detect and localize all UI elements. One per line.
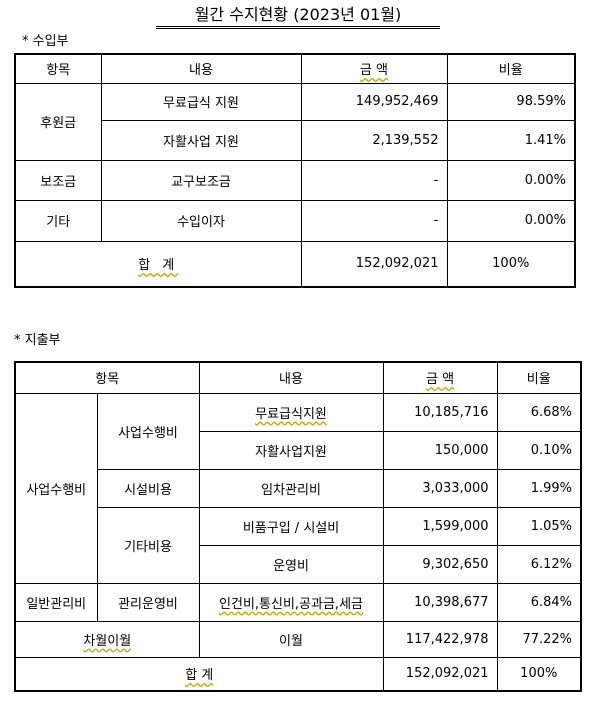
income-header-amount: 금 액 bbox=[300, 53, 448, 84]
expense-content-cell: 인건비,통신비,공과금,세금 bbox=[198, 582, 384, 622]
expense-amount-cell: 10,185,716 bbox=[382, 392, 498, 432]
expense-subgroup-business: 사업수행비 bbox=[96, 392, 200, 470]
income-header-row: 항목 내용 금 액 비율 bbox=[14, 53, 576, 84]
page-title: 월간 수지현황 (2023년 01월) bbox=[156, 4, 440, 29]
income-content-cell: 교구보조금 bbox=[100, 159, 302, 201]
income-total-row: 합 계 152,092,021 100% bbox=[14, 240, 576, 288]
table-row: 운영비 9,302,650 6.12% bbox=[15, 544, 582, 584]
expense-ratio-cell: 1.99% bbox=[496, 468, 582, 508]
table-row: 자활사업지원 150,000 0.10% bbox=[15, 430, 582, 470]
income-total-amount: 152,092,021 bbox=[300, 240, 448, 288]
income-item-cell: 기타 bbox=[14, 199, 102, 242]
expense-content-cell: 비품구입 / 시설비 bbox=[198, 506, 384, 546]
expense-subgroup-management: 관리운영비 bbox=[96, 582, 200, 622]
income-ratio-cell: 0.00% bbox=[446, 199, 576, 242]
expense-total-amount: 152,092,021 bbox=[382, 656, 498, 692]
expense-group-carryover: 차월이월 bbox=[14, 620, 200, 658]
expense-header-item: 항목 bbox=[14, 361, 200, 394]
income-content-cell: 수입이자 bbox=[100, 199, 302, 242]
expense-content-text: 인건비,통신비,공과금,세금 bbox=[219, 596, 363, 612]
table-row: 기타 수입이자 - 0.00% bbox=[14, 199, 576, 242]
income-amount-cell: - bbox=[300, 159, 448, 201]
income-header-item: 항목 bbox=[14, 53, 102, 84]
income-section-label: * 수입부 bbox=[22, 34, 69, 49]
expense-header-amount-text: 금 액 bbox=[425, 372, 455, 388]
expense-ratio-cell: 6.12% bbox=[496, 544, 582, 584]
income-ratio-cell: 98.59% bbox=[446, 82, 576, 121]
table-row: 사업수행비 사업수행비 무료급식지원 10,185,716 6.68% bbox=[14, 392, 582, 584]
expense-total-row: 합 계 152,092,021 100% bbox=[14, 656, 582, 692]
income-amount-cell: 149,952,469 bbox=[300, 82, 448, 121]
expense-section-label: * 지출부 bbox=[14, 333, 61, 348]
expense-ratio-cell: 0.10% bbox=[496, 430, 582, 470]
expense-header-amount: 금 액 bbox=[382, 361, 498, 394]
income-content-cell: 자활사업 지원 bbox=[100, 119, 302, 161]
income-item-cell: 보조금 bbox=[14, 159, 102, 201]
expense-subgroup-facility: 시설비용 bbox=[96, 468, 200, 508]
expense-subgroup-other: 기타비용 bbox=[96, 506, 200, 584]
expense-amount-cell: 1,599,000 bbox=[382, 506, 498, 546]
table-row: 보조금 교구보조금 - 0.00% bbox=[14, 159, 576, 201]
income-header-ratio: 비율 bbox=[446, 53, 576, 84]
income-total-ratio: 100% bbox=[446, 240, 576, 288]
income-header-content: 내용 bbox=[100, 53, 302, 84]
income-ratio-cell: 1.41% bbox=[446, 119, 576, 161]
expense-header-row: 항목 내용 금 액 비율 bbox=[14, 361, 582, 394]
expense-content-cell: 운영비 bbox=[198, 544, 384, 584]
income-total-label: 합 계 bbox=[14, 240, 302, 288]
table-row: 일반관리비 관리운영비 인건비,통신비,공과금,세금 10,398,677 6.… bbox=[14, 582, 582, 622]
table-row: 차월이월 이월 117,422,978 77.22% bbox=[14, 620, 582, 658]
expense-group-business: 사업수행비 bbox=[14, 392, 98, 584]
expense-content-cell: 이월 bbox=[198, 620, 384, 658]
expense-ratio-cell: 6.68% bbox=[496, 392, 582, 432]
expense-amount-cell: 3,033,000 bbox=[382, 468, 498, 508]
expense-amount-cell: 117,422,978 bbox=[382, 620, 498, 658]
income-amount-cell: - bbox=[300, 199, 448, 242]
expense-header-content: 내용 bbox=[198, 361, 384, 394]
expense-group-general: 일반관리비 bbox=[14, 582, 98, 622]
income-ratio-cell: 0.00% bbox=[446, 159, 576, 201]
expense-content-text: 무료급식지원 bbox=[255, 406, 327, 422]
income-table: 항목 내용 금 액 비율 후원금 무료급식 지원 149,952,469 98.… bbox=[14, 53, 576, 288]
expense-total-label: 합 계 bbox=[14, 656, 384, 692]
table-row: 자활사업 지원 2,139,552 1.41% bbox=[15, 119, 576, 161]
expense-total-label-text: 합 계 bbox=[185, 668, 214, 684]
expense-ratio-cell: 77.22% bbox=[496, 620, 582, 658]
table-row: 후원금 무료급식 지원 149,952,469 98.59% bbox=[14, 82, 576, 161]
expense-amount-cell: 10,398,677 bbox=[382, 582, 498, 622]
expense-carryover-text: 차월이월 bbox=[83, 633, 132, 649]
income-amount-cell: 2,139,552 bbox=[300, 119, 448, 161]
expense-table: 항목 내용 금 액 비율 사업수행비 사업수행비 무료급식지원 10,185,7… bbox=[14, 361, 583, 692]
table-row: 시설비용 임차관리비 3,033,000 1.99% bbox=[15, 468, 582, 508]
expense-content-cell: 임차관리비 bbox=[198, 468, 384, 508]
income-content-cell: 무료급식 지원 bbox=[100, 82, 302, 121]
income-item-cell: 후원금 bbox=[14, 82, 102, 161]
expense-content-cell: 무료급식지원 bbox=[198, 392, 384, 432]
income-total-label-text: 합 계 bbox=[138, 258, 179, 274]
expense-total-ratio: 100% bbox=[496, 656, 582, 692]
expense-content-cell: 자활사업지원 bbox=[198, 430, 384, 470]
expense-ratio-cell: 6.84% bbox=[496, 582, 582, 622]
expense-ratio-cell: 1.05% bbox=[496, 506, 582, 546]
expense-amount-cell: 150,000 bbox=[382, 430, 498, 470]
table-row: 기타비용 비품구입 / 시설비 1,599,000 1.05% bbox=[15, 506, 582, 584]
expense-amount-cell: 9,302,650 bbox=[382, 544, 498, 584]
income-header-amount-text: 금 액 bbox=[359, 63, 389, 79]
expense-header-ratio: 비율 bbox=[496, 361, 582, 394]
